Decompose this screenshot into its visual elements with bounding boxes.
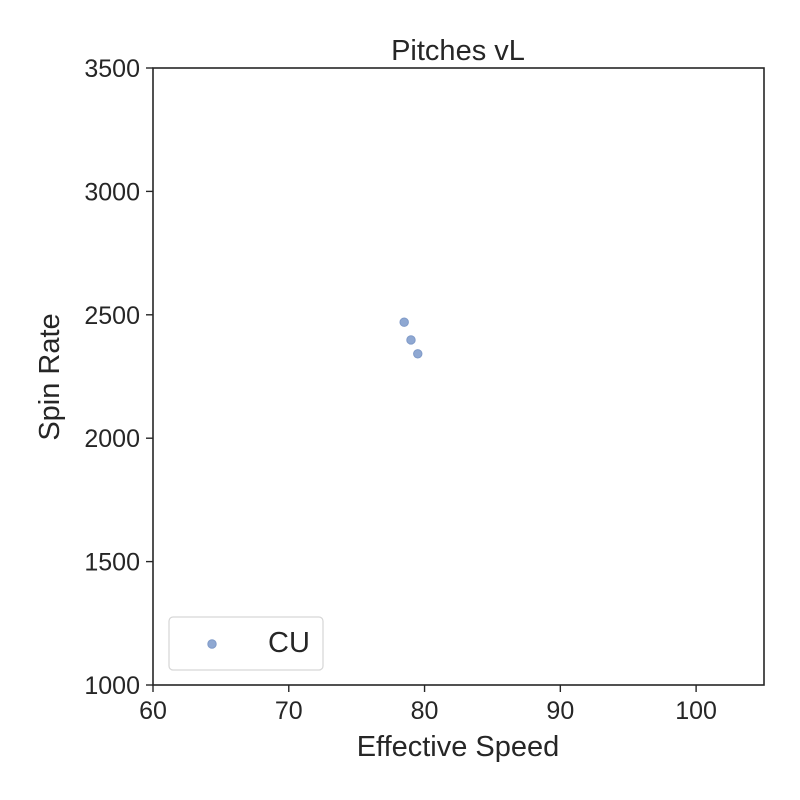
x-axis: 60 70 80 90 100 [139, 685, 717, 725]
legend: CU [168, 616, 324, 671]
x-tick-label: 60 [139, 697, 167, 725]
y-axis: 1000 1500 2000 2500 3000 3500 [84, 55, 153, 700]
x-tick-label: 80 [411, 697, 439, 725]
y-tick-label: 2500 [84, 302, 140, 330]
legend-marker-cu [207, 639, 217, 649]
y-axis-label: Spin Rate [34, 313, 66, 440]
x-tick-label: 100 [675, 697, 717, 725]
chart-title: Pitches vL [391, 35, 525, 67]
data-points [399, 317, 423, 359]
y-tick-label: 1000 [84, 672, 140, 700]
data-point-cu [406, 335, 416, 345]
y-tick-label: 2000 [84, 425, 140, 453]
y-tick-label: 1500 [84, 549, 140, 577]
y-tick-label: 3500 [84, 55, 140, 83]
legend-box [168, 616, 324, 671]
x-tick-label: 70 [275, 697, 303, 725]
x-tick-label: 90 [546, 697, 574, 725]
data-point-cu [413, 349, 423, 359]
data-point-cu [399, 317, 409, 327]
y-tick-label: 3000 [84, 178, 140, 206]
legend-label-cu: CU [268, 627, 310, 659]
x-axis-label: Effective Speed [357, 731, 560, 763]
plot-area [152, 67, 765, 686]
